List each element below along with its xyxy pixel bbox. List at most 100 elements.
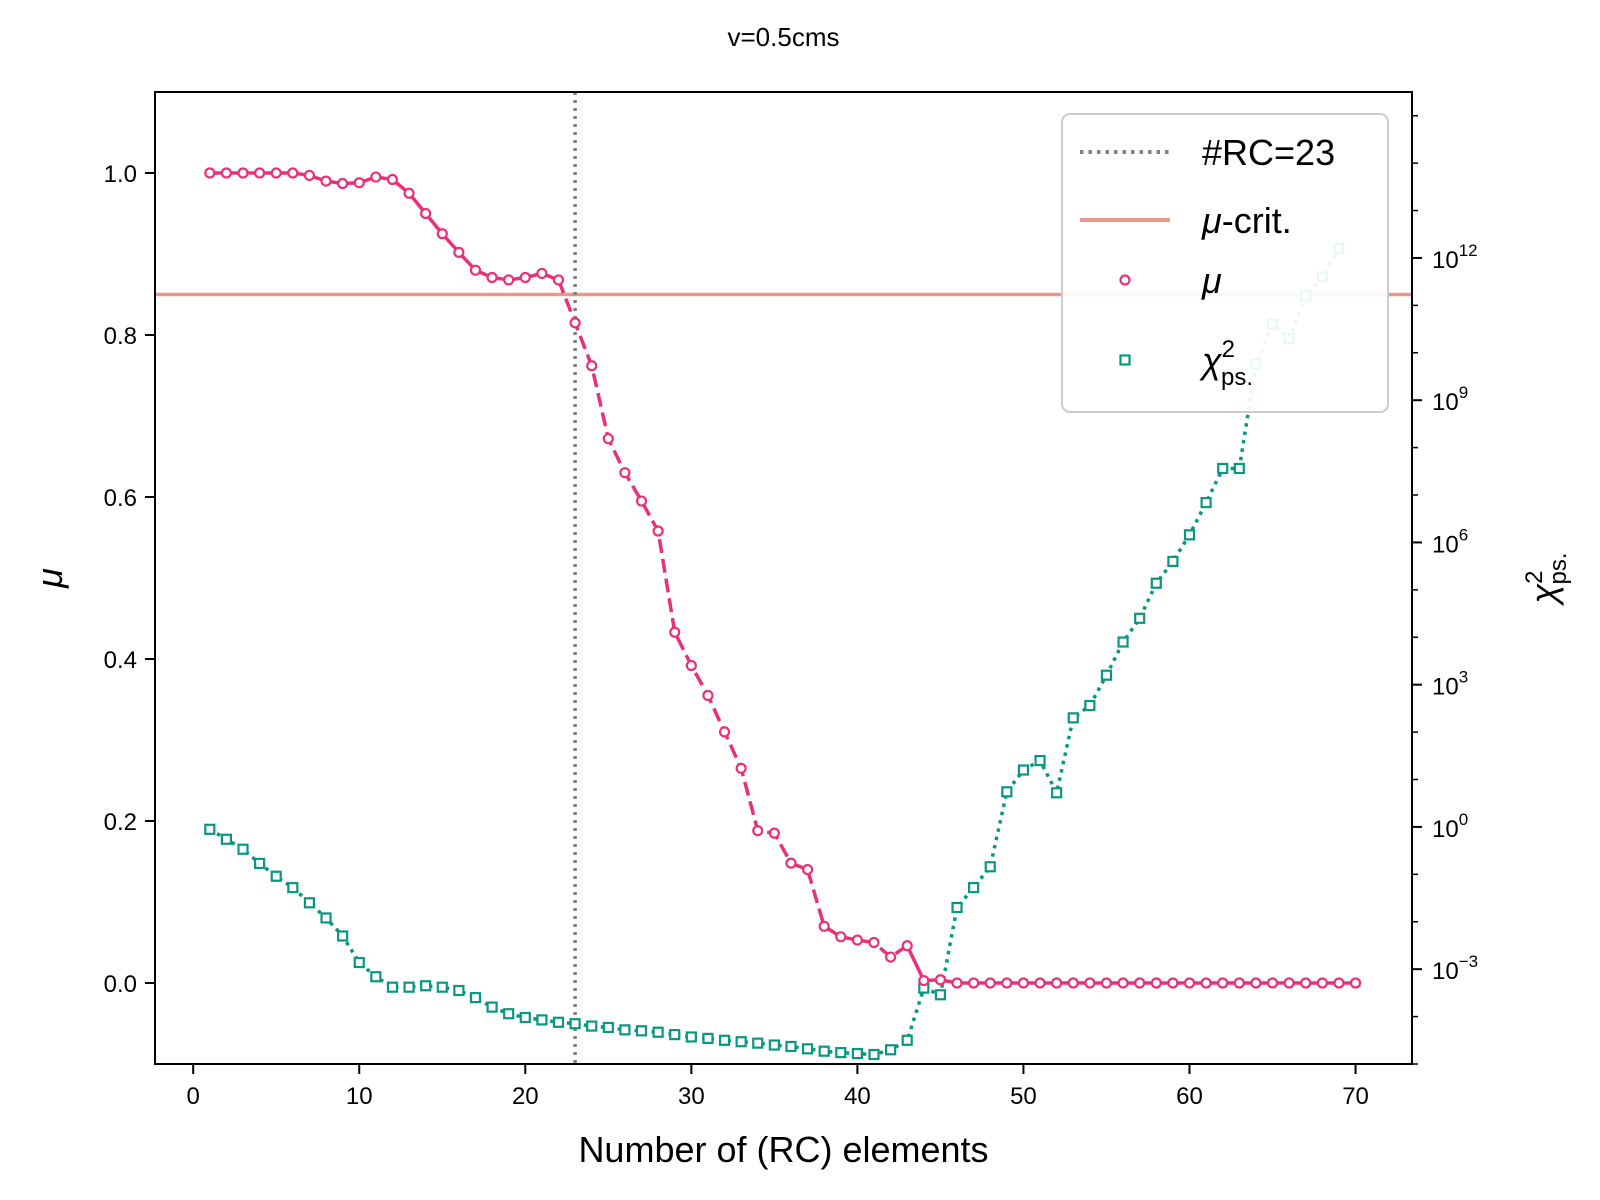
chi2-marker [1017, 764, 1030, 776]
mu-marker [635, 495, 648, 507]
chi2-marker [1150, 577, 1162, 589]
chi2-marker [968, 882, 980, 894]
chi2-marker [1100, 669, 1113, 681]
mu-marker [1017, 977, 1030, 989]
mu-line-solid-start [209, 171, 560, 282]
mu-marker [436, 228, 448, 240]
y-right-tick-label: 100 [1432, 810, 1468, 843]
chi2-marker [934, 989, 947, 1001]
chi2-marker [835, 1047, 847, 1059]
chi2-marker [486, 1001, 498, 1013]
mu-marker [851, 934, 863, 946]
mu-marker [519, 271, 531, 284]
mu-marker [386, 173, 399, 186]
chi2-marker [868, 1048, 880, 1061]
axes-layer: 0 10 20 30 40 50 60 70 0.0 0.2 0.4 0.6 0.8 1.0 10−3 100… [104, 114, 1478, 1110]
mu-marker [619, 467, 631, 479]
x-tick-label: 0 [187, 1083, 200, 1110]
mu-marker [254, 167, 266, 179]
mu-marker [602, 433, 614, 445]
mu-marker [1300, 977, 1312, 989]
y-left-tick-label: 0.6 [104, 485, 137, 512]
y-left-tick-label: 0.0 [104, 971, 137, 998]
chi2-marker [1034, 754, 1046, 767]
y-right-tick-label: 1012 [1432, 241, 1478, 274]
chi2-marker [254, 857, 266, 870]
mu-marker [220, 167, 233, 179]
mu-marker [768, 827, 780, 839]
chi2-marker [1084, 699, 1096, 712]
mu-marker [718, 726, 731, 738]
y-left-tick-label: 0.4 [104, 647, 137, 674]
mu-marker [1333, 977, 1345, 989]
chi2-marker [519, 1011, 531, 1024]
x-tick-label: 20 [512, 1083, 539, 1110]
x-tick-label: 40 [844, 1083, 871, 1110]
mu-marker [1117, 977, 1129, 989]
mu-marker [1250, 977, 1262, 989]
chi2-marker [669, 1029, 681, 1041]
mu-marker [469, 264, 482, 276]
mu-marker [1150, 977, 1162, 989]
chi2-marker [469, 992, 482, 1004]
mu-marker [1283, 977, 1295, 989]
x-axis-title: Number of (RC) elements [578, 1129, 988, 1170]
mu-marker [1349, 977, 1362, 989]
mu-marker [204, 167, 216, 179]
mu-marker [785, 857, 797, 869]
mu-marker [503, 274, 515, 286]
chi2-marker [386, 981, 399, 993]
chi2-marker [270, 870, 282, 882]
chi2-marker [752, 1037, 764, 1049]
x-tick-label: 10 [346, 1083, 373, 1110]
chi2-marker [1167, 555, 1179, 568]
y-right-tick-label: 106 [1432, 525, 1468, 558]
chi2-marker [885, 1044, 897, 1056]
chi2-marker [1183, 529, 1196, 541]
chi2-marker [453, 984, 465, 997]
chi2-marker [685, 1031, 697, 1043]
chi2-marker [1217, 462, 1229, 475]
mu-marker [1100, 977, 1113, 989]
x-tick-label: 60 [1176, 1083, 1203, 1110]
mu-marker [934, 974, 947, 986]
mu-marker [237, 167, 249, 179]
chi2-marker [1051, 787, 1063, 799]
mu-marker [868, 936, 880, 949]
x-tick-label: 70 [1342, 1083, 1369, 1110]
chi2-marker [320, 912, 332, 924]
legend-handle-chi2 [1119, 354, 1131, 366]
plot-frame [154, 91, 1413, 1065]
chi2-marker [652, 1026, 664, 1038]
mu-marker [968, 977, 980, 989]
chi2-marker [403, 981, 415, 993]
chi2-marker [818, 1045, 830, 1057]
y-right-tick-label: 10−3 [1432, 952, 1478, 985]
mu-marker [752, 825, 764, 837]
chi2-marker [1001, 786, 1013, 798]
mu-marker [337, 177, 349, 190]
chi2-marker [586, 1020, 598, 1032]
y-axis-right-title-text: χ2ps. [1521, 552, 1572, 606]
legend-label-rc: #RC=23 [1202, 132, 1335, 173]
mu-marker [1233, 977, 1245, 989]
mu-marker [420, 207, 432, 220]
series-layer [204, 167, 1362, 1061]
mu-marker [818, 920, 830, 932]
y-left-tick-label: 0.8 [104, 323, 137, 350]
chi2-marker [204, 823, 216, 835]
chi2-marker [536, 1014, 548, 1026]
chi2-marker [303, 897, 316, 909]
mu-marker [1067, 977, 1079, 989]
chi2-marker [503, 1008, 515, 1020]
chi2-marker [370, 971, 382, 983]
legend-box [1061, 113, 1389, 413]
mu-marker [1266, 977, 1279, 989]
chi2-marker [768, 1039, 780, 1051]
mu-marker [735, 762, 747, 774]
y-right-tick-label: 109 [1432, 383, 1468, 416]
mu-marker [353, 177, 365, 189]
mu-marker [835, 931, 847, 943]
mu-marker [885, 951, 897, 963]
